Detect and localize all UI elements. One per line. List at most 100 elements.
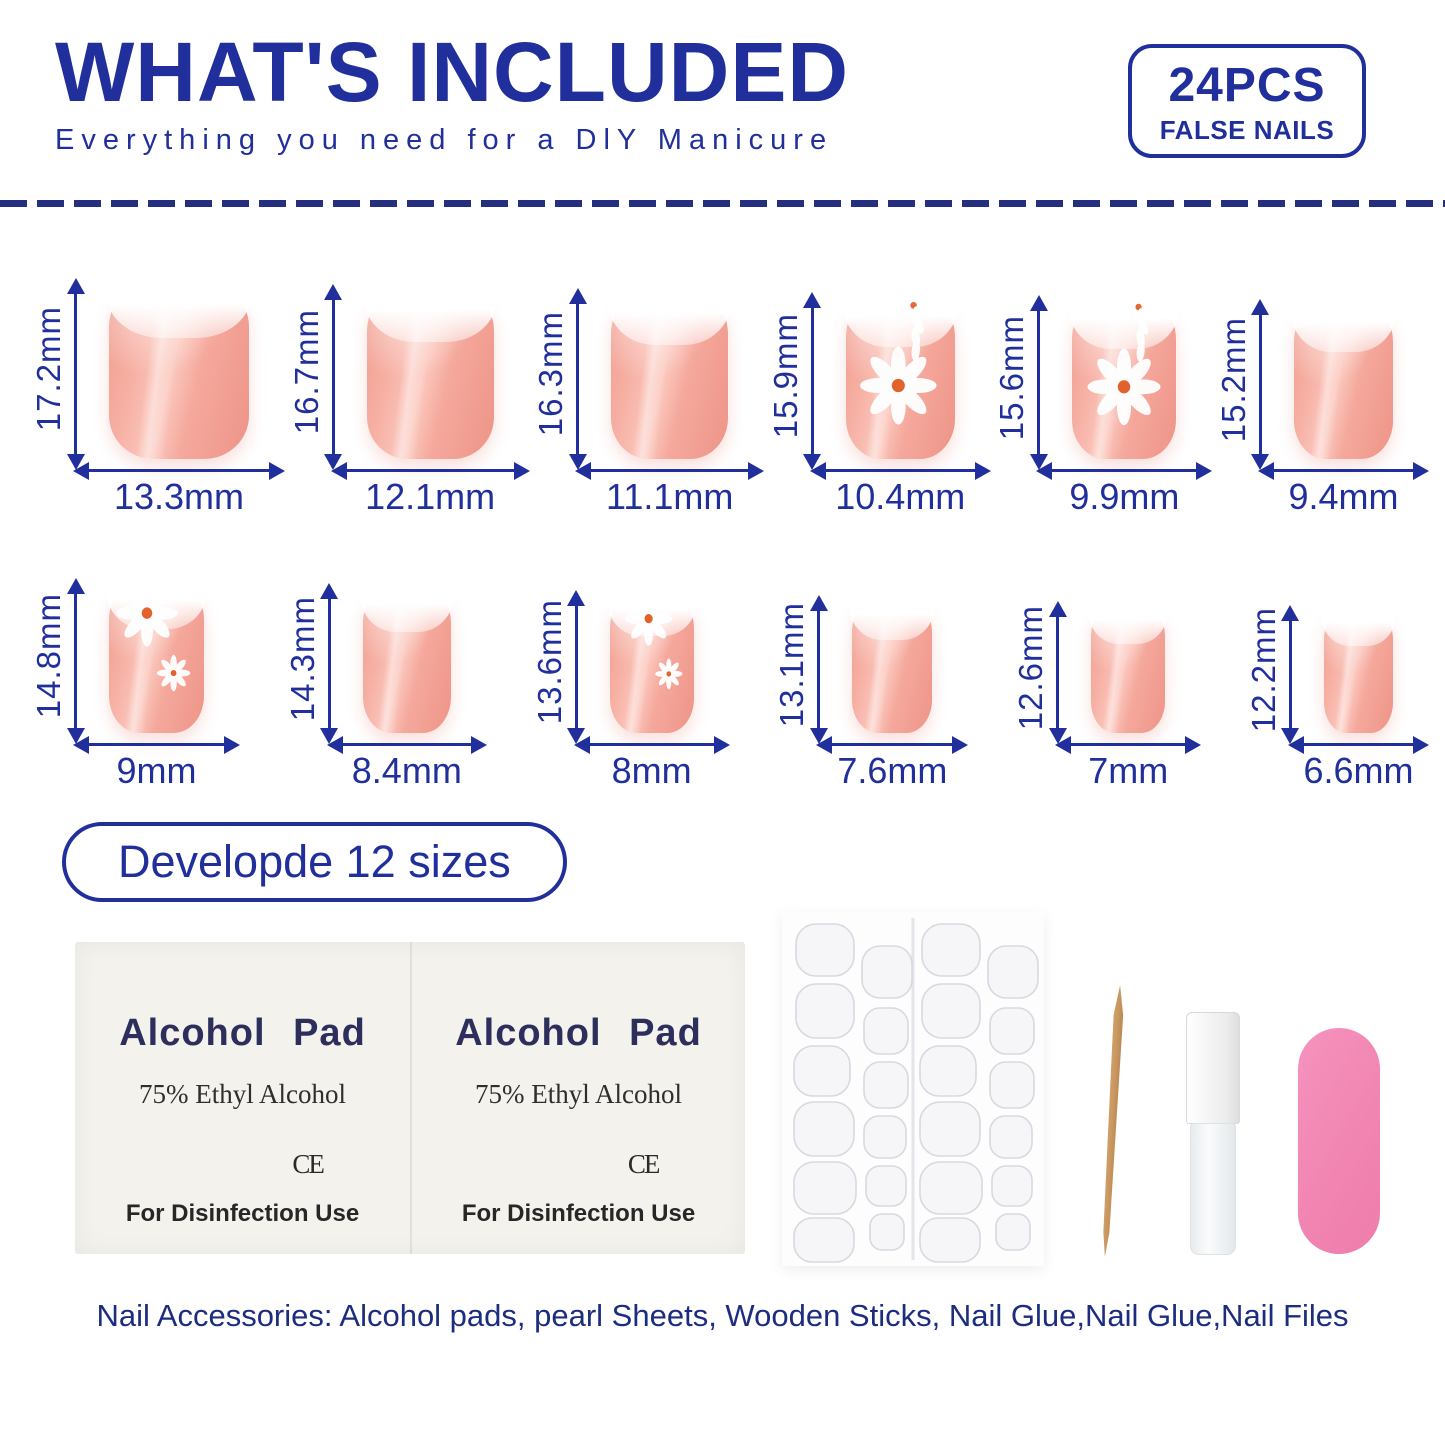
ce-mark: CE [292,1149,324,1179]
nail-height-label: 15.6mm [993,314,1031,441]
nail-image [1088,596,1169,733]
daisy-art [624,591,683,690]
nail-height-label: 17.2mm [30,306,67,432]
vertical-dimension-arrow [74,292,77,456]
horizontal-dimension-arrow [87,743,226,746]
nail-width-label: 11.1mm [606,476,734,517]
nail-image [359,578,454,733]
vertical-dimension-arrow [574,604,578,730]
nail-size-group-3: 16.3mm 11.1mm [532,283,751,518]
nail-size-group-1: 17.2mm 13.3mm [30,273,271,518]
nail-image [363,279,497,459]
nail-width-label: 10.4mm [835,476,966,517]
glue-body [1190,1123,1236,1255]
alcohol-pad-footer: For Disinfection Use [461,1200,696,1227]
nail-image-daisy [606,585,697,733]
horizontal-dimension-arrow [1069,743,1188,746]
horizontal-dimension-arrow [1271,469,1415,472]
page-subtitle: Everything you need for a DlY Manicure [55,124,834,157]
horizontal-dimension-arrow [340,743,473,746]
vertical-dimension-arrow [331,298,335,456]
nail-width-label: 9.4mm [1288,476,1399,517]
nail-width-label: 13.3mm [113,476,245,517]
alcohol-pad-subtitle: 75% Ethyl Alcohol [139,1079,346,1109]
nail-height-label: 13.1mm [773,601,811,728]
horizontal-dimension-arrow [1301,743,1415,746]
alcohol-pad-subtitle: 75% Ethyl Alcohol [475,1079,682,1109]
nail-size-group-9: 13.6mm 8mm [530,585,716,792]
nail-width-label: 8mm [611,750,692,791]
vertical-dimension-arrow [1258,313,1262,456]
horizontal-dimension-arrow [87,469,271,472]
nail-size-group-8: 14.3mm 8.4mm [283,578,473,792]
nail-glue-photo [1186,1012,1240,1255]
alcohol-pad-title: Alcohol Pad [455,1012,702,1054]
nail-size-group-12: 12.2mm 6.6mm [1244,600,1415,792]
sticker-sheet-art [793,918,1039,1263]
badge-label: FALSE NAILS [1159,115,1335,145]
adhesive-sticker-sheet-photo [782,912,1044,1266]
header: WHAT'S INCLUDED Everything you need for … [55,28,849,157]
vertical-dimension-arrow [576,302,580,456]
nail-image [849,590,936,733]
nail-size-group-2: 16.7mm 12.1mm [288,279,516,518]
dashed-divider [0,200,1445,207]
nail-image [608,283,732,459]
nail-file-photo [1298,1028,1380,1254]
daisy-art [1087,303,1161,426]
page-title: WHAT'S INCLUDED [55,25,850,119]
nail-height-label: 12.6mm [1012,604,1050,731]
nail-width-label: 6.6mm [1303,750,1414,791]
nail-width-label: 8.4mm [351,750,462,791]
nail-image [1290,294,1396,459]
horizontal-dimension-arrow [823,469,977,472]
horizontal-dimension-arrow [830,743,955,746]
count-badge: 24PCS FALSE NAILS [1128,44,1366,158]
alcohol-pad-right: Alcohol Pad 75% Ethyl Alcohol CE For Dis… [410,942,745,1254]
nail-height-label: 14.8mm [30,593,67,719]
nail-height-label: 12.2mm [1244,606,1282,733]
nail-width-label: 7mm [1088,750,1169,791]
vertical-dimension-arrow [1288,619,1292,730]
nail-width-label: 9.9mm [1069,476,1180,517]
daisy-art [859,302,937,425]
alcohol-pad-left: Alcohol Pad 75% Ethyl Alcohol CE For Dis… [75,942,410,1254]
accessories-caption: Nail Accessories: Alcohol pads, pearl Sh… [96,1298,1349,1333]
nail-width-label: 12.1mm [365,476,496,517]
nail-sizes-section: 17.2mm 13.3mm 16.7mm 12.1mm 16.3mm [30,273,1415,792]
glue-cap [1186,1012,1240,1124]
nail-height-label: 13.6mm [530,599,568,725]
nail-height-label: 15.2mm [1214,316,1252,443]
nail-size-group-10: 13.1mm 7.6mm [773,590,955,792]
nail-image [106,273,252,459]
vertical-dimension-arrow [74,592,77,730]
vertical-dimension-arrow [1037,309,1041,456]
sizes-pill: Developde 12 sizes [62,822,567,902]
daisy-art [116,579,191,692]
alcohol-pads-photo: Alcohol Pad 75% Ethyl Alcohol CE For Dis… [75,942,745,1254]
nail-image [1320,600,1396,733]
nail-image-daisy [106,573,207,733]
nail-height-label: 16.3mm [532,311,570,437]
nail-size-group-6: 15.2mm 9.4mm [1214,294,1415,518]
nail-size-group-7: 14.8mm 9mm [30,573,226,792]
nail-width-label: 9mm [116,750,197,791]
horizontal-dimension-arrow [344,469,516,472]
vertical-dimension-arrow [817,609,821,730]
horizontal-dimension-arrow [589,469,751,472]
nail-image-daisy [842,287,958,459]
nail-width-label: 7.6mm [837,750,948,791]
nail-size-group-11: 12.6mm 7mm [1012,596,1188,792]
alcohol-pad-title: Alcohol Pad [119,1012,366,1054]
nail-image-daisy [1069,290,1180,459]
horizontal-dimension-arrow [1050,469,1199,472]
wooden-stick-photo [1095,985,1129,1258]
nail-height-label: 15.9mm [766,313,804,439]
nail-size-group-4: 15.9mm 10.4mm [766,287,977,518]
ce-mark: CE [627,1149,660,1179]
badge-count: 24PCS [1168,59,1326,112]
horizontal-dimension-arrow [587,743,716,746]
vertical-dimension-arrow [1056,615,1060,730]
nail-height-label: 14.3mm [283,595,321,722]
